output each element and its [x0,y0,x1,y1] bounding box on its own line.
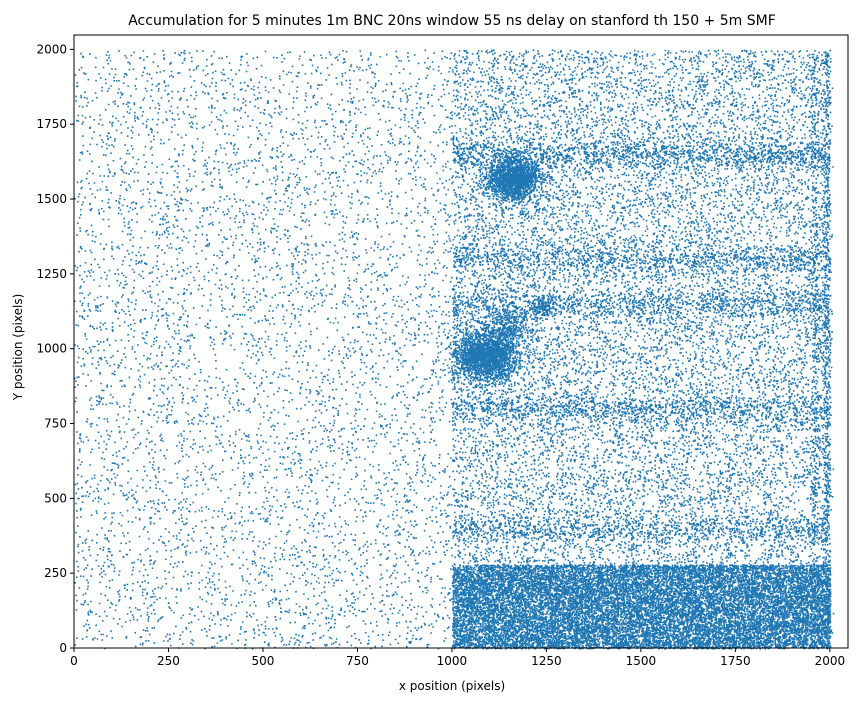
x-tick-label: 1750 [720,654,751,668]
y-tick-label: 0 [59,641,67,655]
y-tick-label: 750 [44,417,67,431]
y-tick-label: 2000 [36,42,67,56]
x-axis-ticks: 0 250 500 750 1000 1250 1500 1750 2000 [70,648,845,668]
y-tick-label: 1000 [36,342,67,356]
x-tick-label: 2000 [815,654,846,668]
y-tick-label: 250 [44,566,67,580]
y-tick-label: 1250 [36,267,67,281]
y-axis-label: Y position (pixels) [11,294,25,402]
y-axis-ticks: 0 250 500 750 1000 1250 1500 1750 2000 [36,42,74,655]
scatter-points [74,49,835,650]
y-tick-label: 1750 [36,117,67,131]
x-tick-label: 1250 [531,654,562,668]
scatter-marks [74,49,835,650]
plot-frame [73,34,849,649]
x-axis-label: x position (pixels) [399,679,505,693]
chart-title: Accumulation for 5 minutes 1m BNC 20ns w… [128,13,776,29]
y-tick-label: 500 [44,491,67,505]
y-tick-label: 1500 [36,192,67,206]
x-tick-label: 250 [157,654,180,668]
x-tick-label: 0 [70,654,78,668]
x-tick-label: 750 [346,654,369,668]
x-tick-label: 1500 [626,654,657,668]
x-tick-label: 1000 [437,654,468,668]
x-tick-label: 500 [252,654,275,668]
